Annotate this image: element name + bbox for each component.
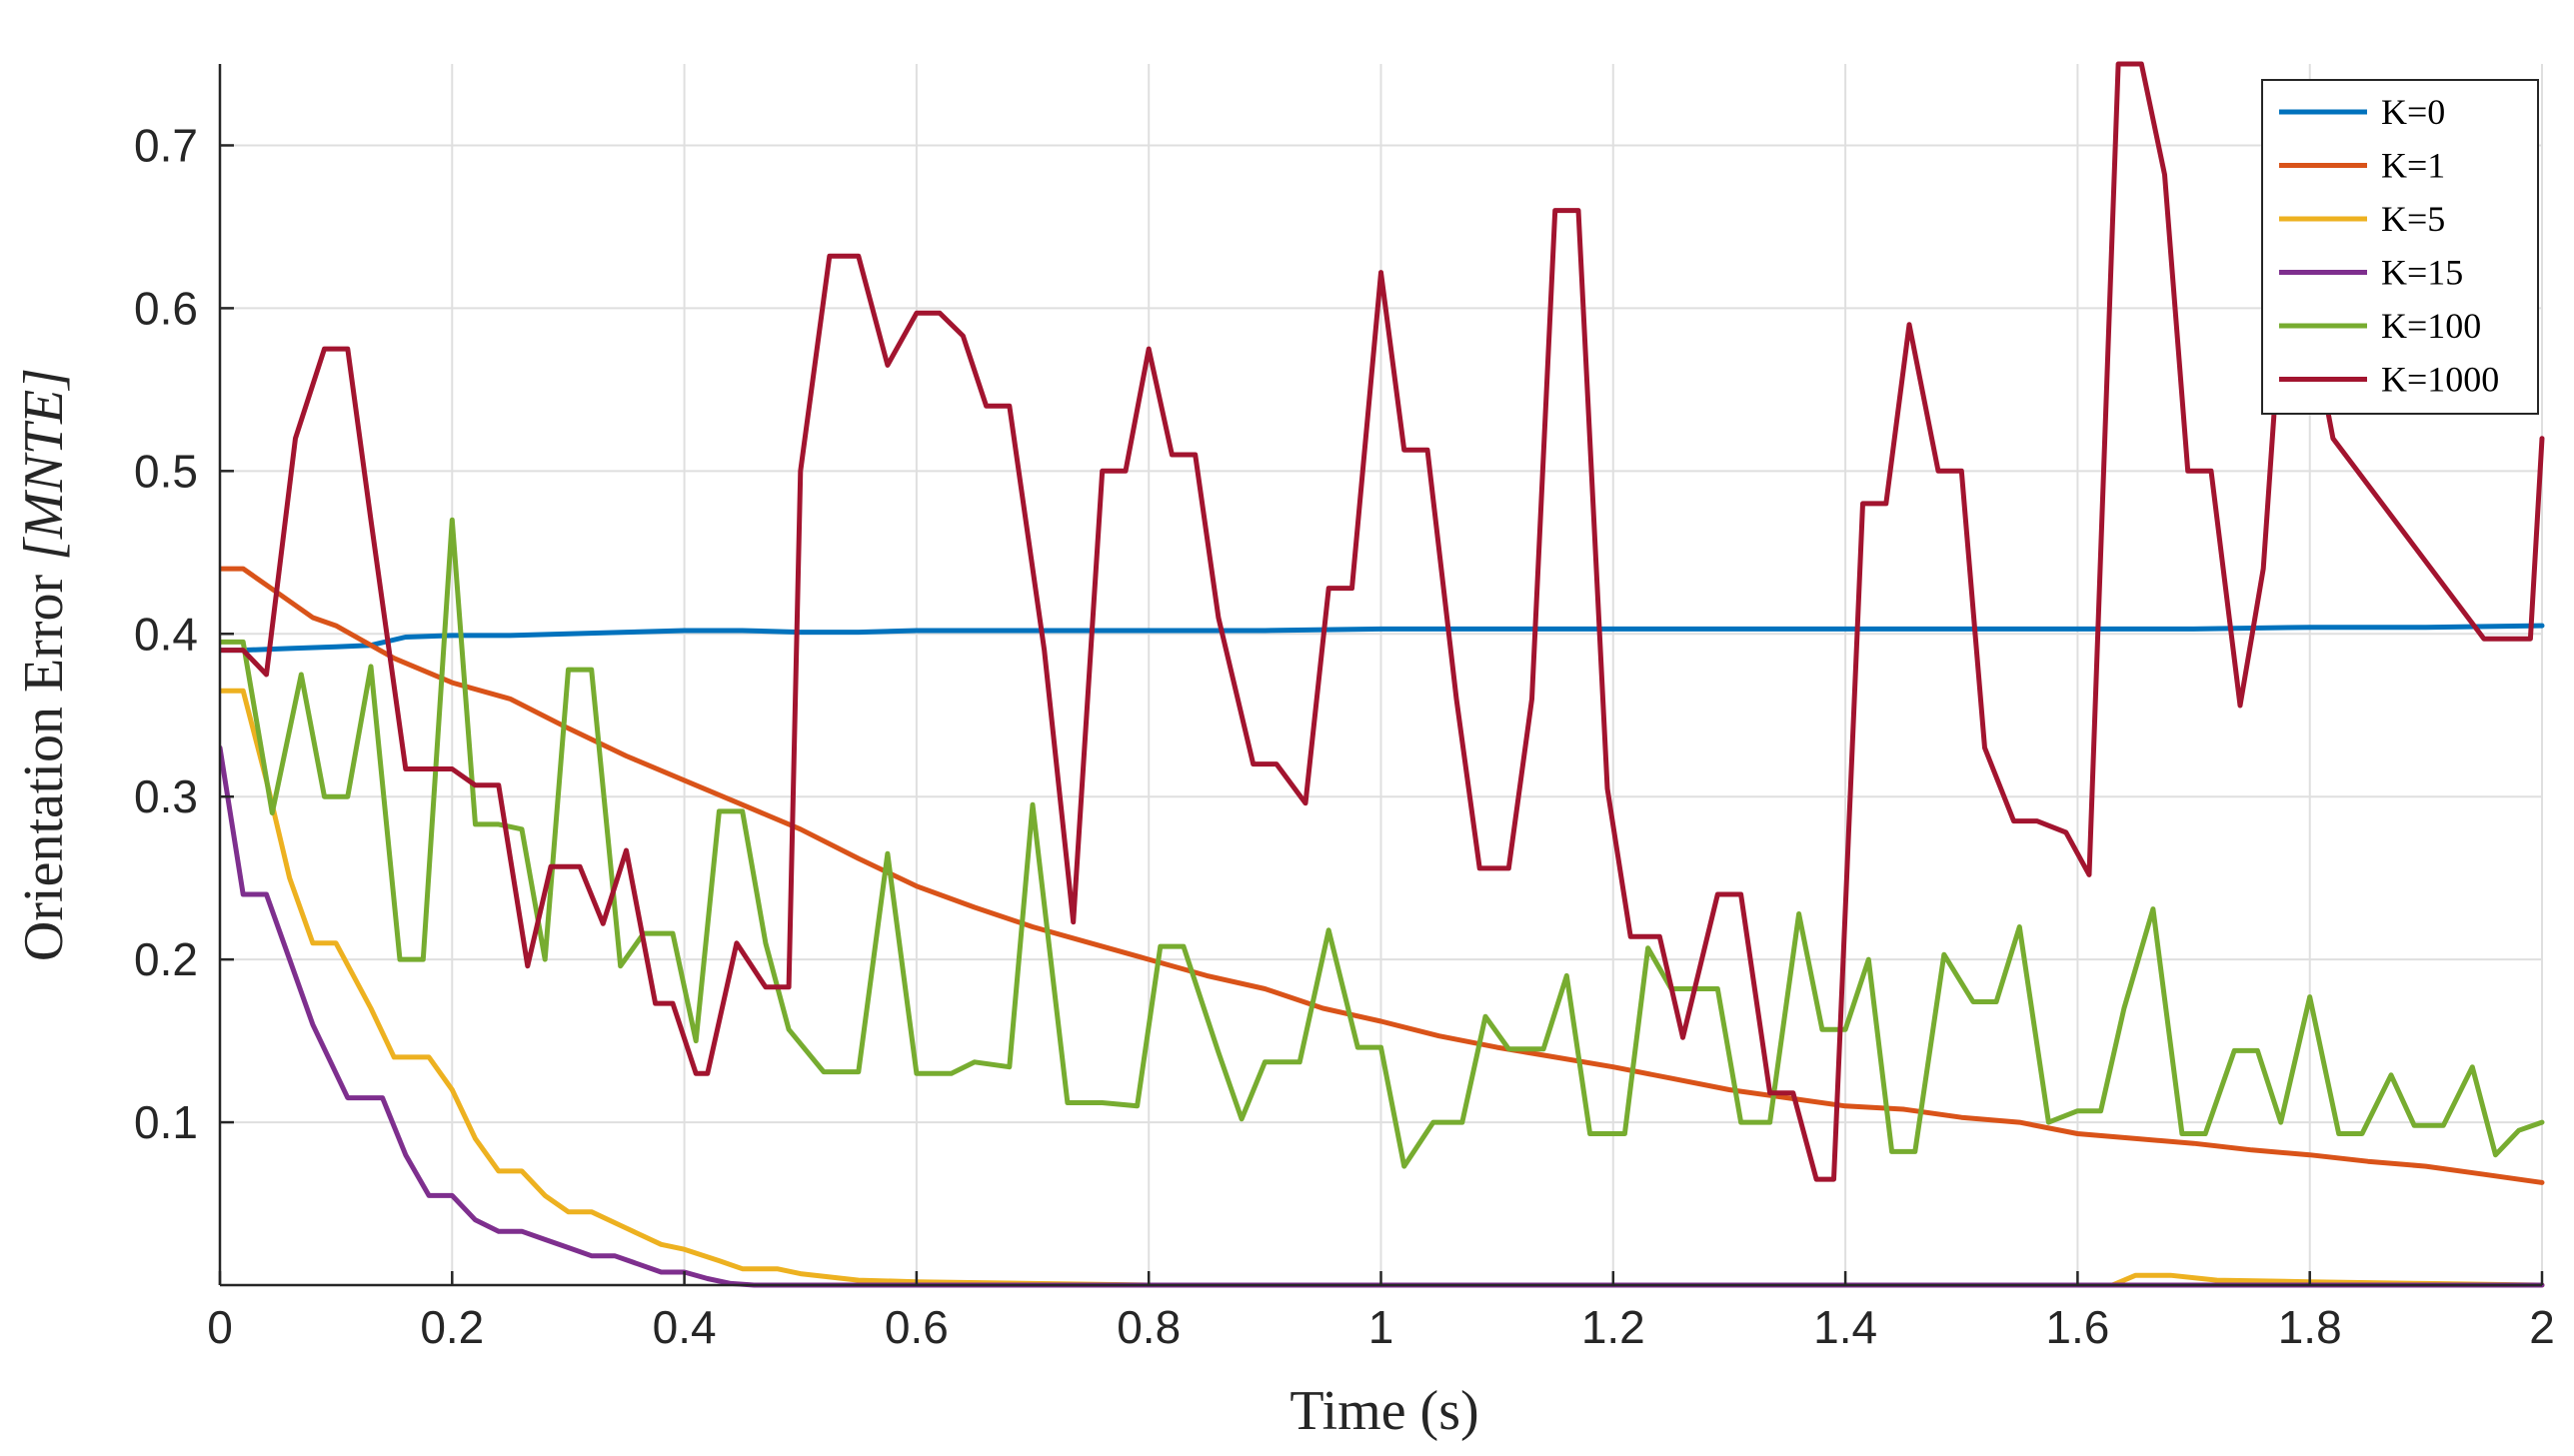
y-tick-label: 0.4 bbox=[134, 608, 198, 660]
x-tick-label: 1 bbox=[1368, 1301, 1394, 1353]
y-tick-label: 0.5 bbox=[134, 445, 198, 497]
series-line-k-100 bbox=[220, 517, 2545, 1169]
legend-label-k-5: K=5 bbox=[2381, 199, 2445, 239]
x-tick-label: 0.8 bbox=[1117, 1301, 1181, 1353]
y-axis-title-text: Orientation Error bbox=[13, 561, 75, 961]
y-axis-title-math: [MNTE] bbox=[13, 368, 75, 561]
axes bbox=[218, 64, 2544, 1287]
series-line-k-0 bbox=[220, 623, 2545, 654]
series-line-k-1 bbox=[220, 566, 2545, 1185]
legend-box bbox=[2261, 79, 2539, 415]
x-tick-label: 0.6 bbox=[885, 1301, 949, 1353]
legend-label-k-1000: K=1000 bbox=[2381, 360, 2499, 400]
x-tick-label: 1.2 bbox=[1581, 1301, 1645, 1353]
legend-label-k-0: K=0 bbox=[2381, 92, 2445, 132]
x-tick-label: 0 bbox=[207, 1301, 233, 1353]
x-tick-label: 1.4 bbox=[1813, 1301, 1877, 1353]
tick-labels: 0 0.2 0.4 0.6 0.8 1 1.2 1.4 1.6 1.8 2 0.1 0.2 0.3 0.4 0… bbox=[134, 119, 2555, 1353]
legend-label-k-15: K=15 bbox=[2381, 253, 2463, 293]
legend-label-k-100: K=100 bbox=[2381, 306, 2481, 346]
legend: K=0 K=1 K=5 K=15 K=100 K=1000 bbox=[2261, 79, 2539, 415]
x-axis-title: Time (s) bbox=[1289, 1380, 1478, 1442]
x-tick-label: 2 bbox=[2529, 1301, 2555, 1353]
x-tick-label: 0.4 bbox=[653, 1301, 717, 1353]
x-tick-label: 0.2 bbox=[420, 1301, 484, 1353]
series-group bbox=[220, 61, 2545, 1288]
y-axis-title: Orientation Error [MNTE] bbox=[13, 368, 75, 961]
legend-label-k-1: K=1 bbox=[2381, 146, 2445, 186]
y-tick-label: 0.2 bbox=[134, 933, 198, 985]
series-line-k-1000 bbox=[220, 61, 2545, 1182]
y-tick-label: 0.1 bbox=[134, 1096, 198, 1148]
x-tick-label: 1.8 bbox=[2278, 1301, 2342, 1353]
y-tick-label: 0.3 bbox=[134, 770, 198, 822]
y-tick-label: 0.6 bbox=[134, 282, 198, 334]
x-tick-label: 1.6 bbox=[2045, 1301, 2109, 1353]
y-tick-label: 0.7 bbox=[134, 119, 198, 171]
grid bbox=[220, 64, 2543, 1285]
